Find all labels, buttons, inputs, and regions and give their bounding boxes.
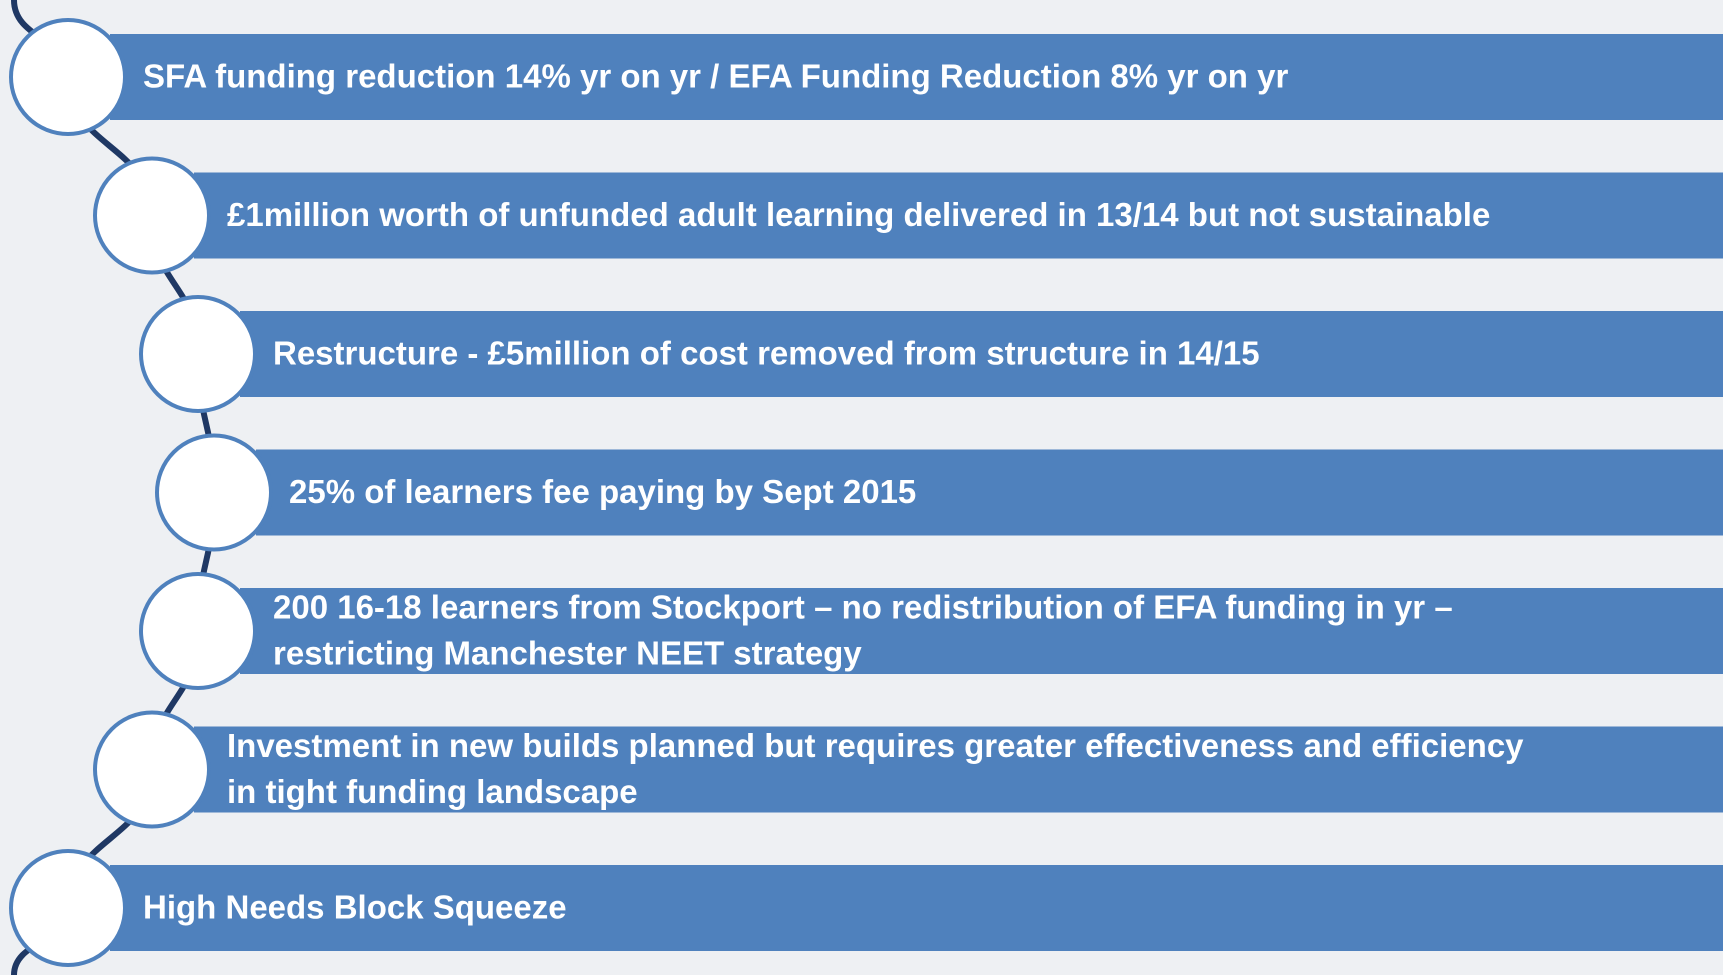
item-text: 200 16-18 learners from Stockport – no r…	[273, 589, 1453, 626]
item-bar	[256, 449, 1723, 536]
item-bar	[240, 311, 1723, 397]
item-circle	[93, 156, 211, 275]
item-circle	[93, 710, 211, 829]
item-bar	[240, 588, 1723, 674]
item-circle	[9, 849, 127, 967]
item-bar	[194, 726, 1723, 813]
item-text: £1million worth of unfunded adult learni…	[227, 196, 1490, 233]
item-circle	[139, 572, 257, 690]
item-circle	[155, 433, 273, 552]
item-circle	[9, 18, 127, 136]
item-bar	[110, 34, 1723, 120]
item-text: 25% of learners fee paying by Sept 2015	[289, 473, 916, 510]
item-text: SFA funding reduction 14% yr on yr / EFA…	[143, 58, 1288, 95]
item-bar	[110, 865, 1723, 951]
item-text: High Needs Block Squeeze	[143, 889, 567, 926]
bars-layer: SFA funding reduction 14% yr on yr / EFA…	[110, 34, 1723, 951]
item-text: restricting Manchester NEET strategy	[273, 635, 862, 672]
item-text: in tight funding landscape	[227, 773, 638, 810]
item-bar	[194, 172, 1723, 259]
item-circle	[139, 295, 257, 413]
item-text: Restructure - £5million of cost removed …	[273, 335, 1260, 372]
circles-layer	[9, 18, 273, 967]
item-text: Investment in new builds planned but req…	[227, 727, 1524, 764]
